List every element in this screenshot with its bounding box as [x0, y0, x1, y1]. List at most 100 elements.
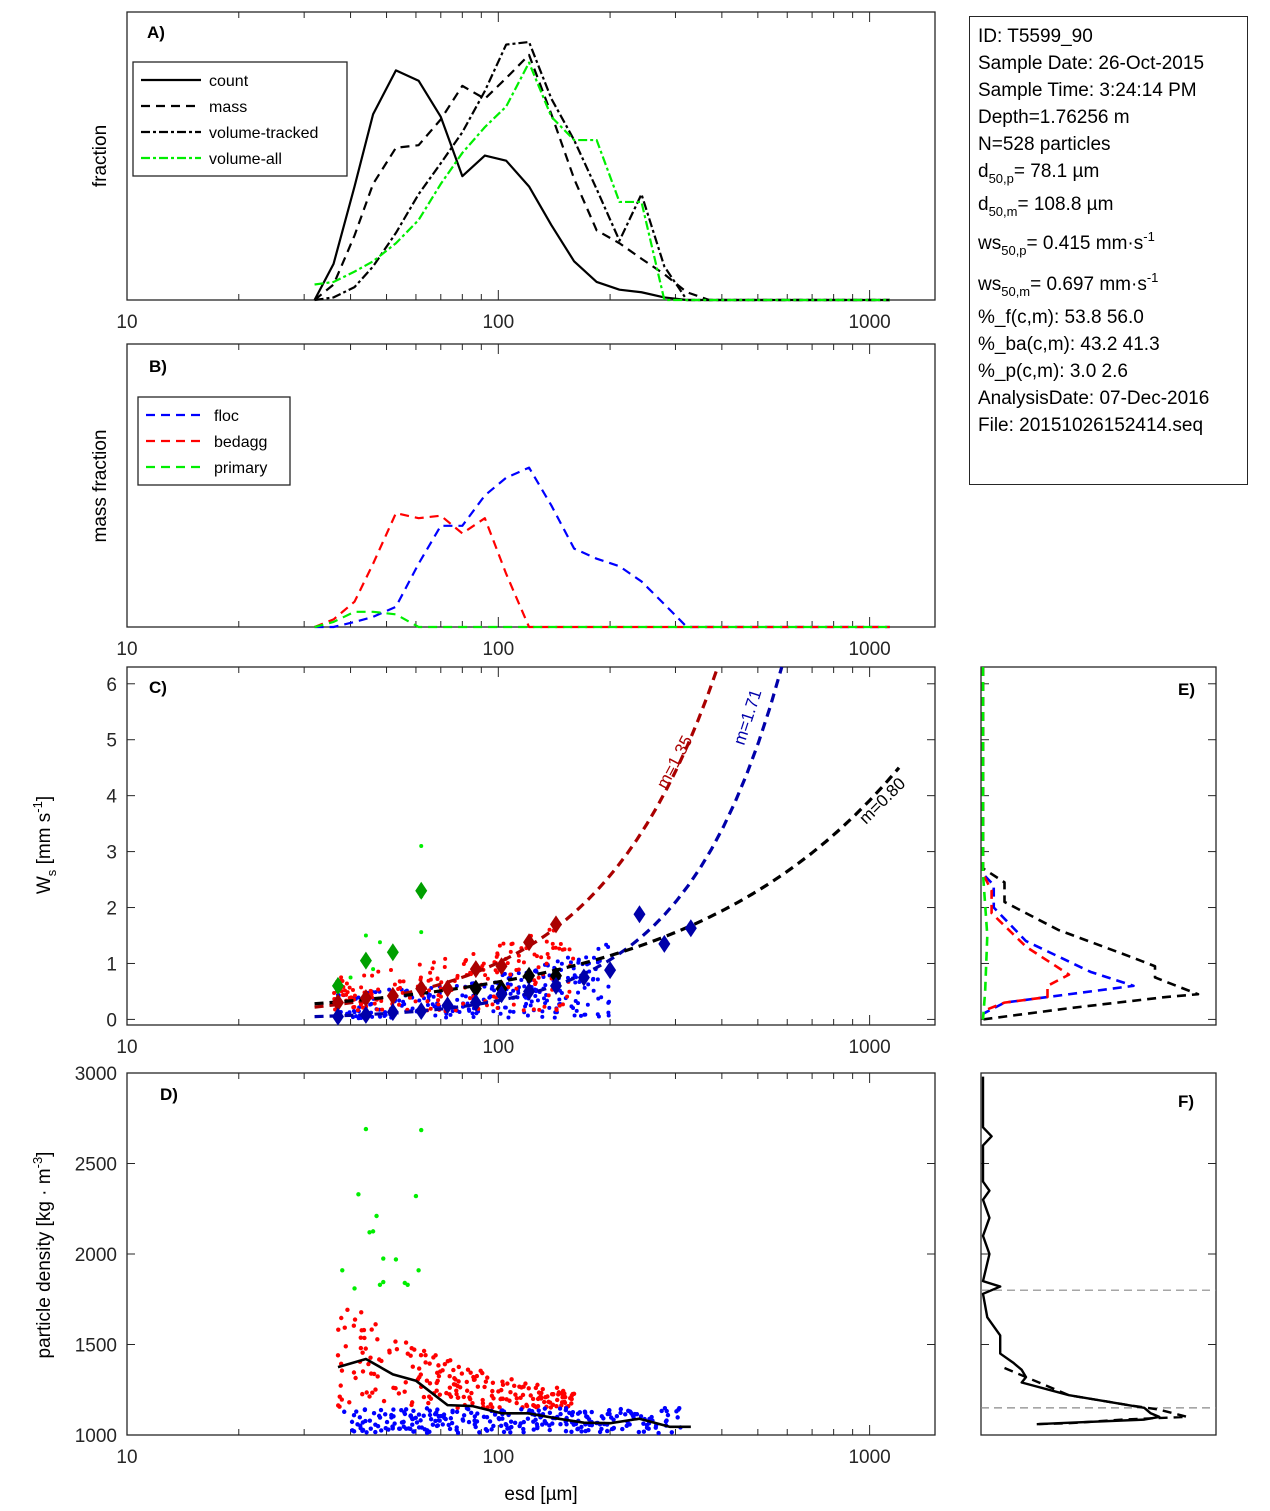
floc-point: [665, 1412, 671, 1418]
floc-point: [454, 983, 459, 988]
legend-label-primary: primary: [214, 460, 267, 477]
floc-point: [347, 1010, 352, 1015]
info-id: ID: T5599_90: [978, 26, 1093, 47]
primary-point: [356, 1192, 361, 1197]
floc-point: [431, 994, 436, 999]
bedagg-point: [368, 989, 373, 994]
floc-point: [434, 1423, 440, 1429]
floc-point: [503, 1005, 508, 1010]
binned-mean-bedagg: [415, 979, 428, 998]
primary-point: [419, 930, 424, 935]
bedagg-point: [550, 1392, 556, 1397]
floc-point: [535, 998, 540, 1003]
bedagg-point: [520, 1392, 526, 1398]
bedagg-point: [332, 991, 337, 996]
binned-mean-floc: [331, 1007, 344, 1026]
median-density-line: [337, 1357, 691, 1429]
floc-point: [636, 1429, 642, 1435]
floc-point: [438, 1413, 444, 1419]
info-percent-bedagg: %_ba(c,m): 43.2 41.3: [978, 334, 1160, 355]
floc-point: [342, 1409, 347, 1414]
floc-point: [384, 1419, 390, 1425]
floc-point: [349, 1419, 355, 1425]
bedagg-point: [558, 941, 563, 946]
bedagg-point: [463, 959, 468, 964]
floc-point: [543, 983, 548, 988]
bedagg-point: [535, 1396, 541, 1402]
fit-label-m080: m=0.80: [855, 774, 909, 828]
bedagg-point: [367, 1394, 372, 1399]
floc-point: [608, 1415, 614, 1420]
floc-point: [383, 1012, 388, 1017]
floc-point: [511, 988, 516, 993]
bedagg-point: [514, 986, 519, 991]
floc-point: [435, 1407, 440, 1412]
info-sample-date: Sample Date: 26-Oct-2015: [978, 53, 1205, 74]
bedagg-point: [454, 1388, 459, 1393]
floc-point: [455, 997, 460, 1002]
series-line-mass: [313, 53, 890, 302]
bedagg-point: [461, 1394, 467, 1400]
info-particle-count: N=528 particles: [978, 134, 1111, 155]
floc-point: [362, 1407, 368, 1413]
floc-point: [518, 1421, 523, 1426]
floc-point: [584, 955, 589, 960]
floc-point: [626, 1408, 631, 1413]
bedagg-point: [359, 1310, 364, 1315]
floc-point: [364, 1430, 369, 1435]
floc-point: [611, 1425, 617, 1431]
bedagg-point: [523, 1381, 528, 1386]
bedagg-point: [467, 996, 472, 1001]
bedagg-point: [535, 1403, 541, 1409]
bedagg-point: [409, 1400, 415, 1405]
d50m-base: d: [978, 194, 989, 215]
primary-point: [381, 1256, 386, 1261]
y-axis-title: particle density [kg · m-3]: [30, 1152, 55, 1359]
floc-point: [620, 1426, 625, 1432]
bedagg-point: [434, 1380, 439, 1386]
legend-label-mass: mass: [209, 99, 247, 116]
floc-point: [525, 1013, 530, 1018]
bedagg-point: [344, 981, 349, 986]
floc-point: [403, 1407, 409, 1412]
bedagg-point: [376, 987, 381, 992]
floc-point: [552, 1015, 557, 1020]
bedagg-point: [361, 1327, 367, 1333]
floc-point: [606, 1000, 611, 1005]
series-line-bedagg: [314, 512, 890, 629]
fit-label-m135: m=1.35: [653, 732, 697, 791]
floc-point: [508, 1430, 513, 1435]
bedagg-point: [464, 1388, 470, 1393]
binned-mean-bedagg: [469, 960, 482, 979]
floc-point: [448, 1416, 454, 1421]
y-tick-label: 1: [106, 954, 117, 975]
bedagg-point: [443, 956, 448, 961]
bedagg-point: [405, 1351, 410, 1356]
floc-point: [521, 1430, 526, 1435]
floc-point: [591, 955, 596, 960]
primary-point: [413, 1193, 419, 1199]
binned-mean-primary: [386, 943, 399, 962]
bedagg-point: [569, 1393, 575, 1398]
floc-point: [474, 1011, 479, 1016]
bedagg-point: [430, 966, 435, 971]
floc-point: [573, 975, 578, 980]
floc-point: [558, 1411, 563, 1417]
bedagg-point: [526, 1386, 531, 1391]
floc-point: [533, 1417, 538, 1423]
bedagg-point: [373, 1322, 378, 1327]
info-ws50p: ws50,p= 0.415 mm·s-1: [978, 230, 1247, 257]
bedagg-point: [550, 941, 555, 946]
bedagg-point: [424, 1378, 430, 1383]
floc-point: [411, 1408, 416, 1414]
bedagg-point: [427, 1361, 432, 1366]
y-tick-label: 3: [106, 843, 117, 864]
floc-point: [387, 987, 392, 992]
binned-mean-floc: [469, 993, 482, 1012]
bedagg-point: [418, 1352, 424, 1358]
bedagg-point: [490, 1002, 495, 1007]
panel-label-d: D): [160, 1085, 178, 1104]
binned-mean-bedagg: [523, 933, 536, 952]
floc-point: [492, 988, 497, 993]
